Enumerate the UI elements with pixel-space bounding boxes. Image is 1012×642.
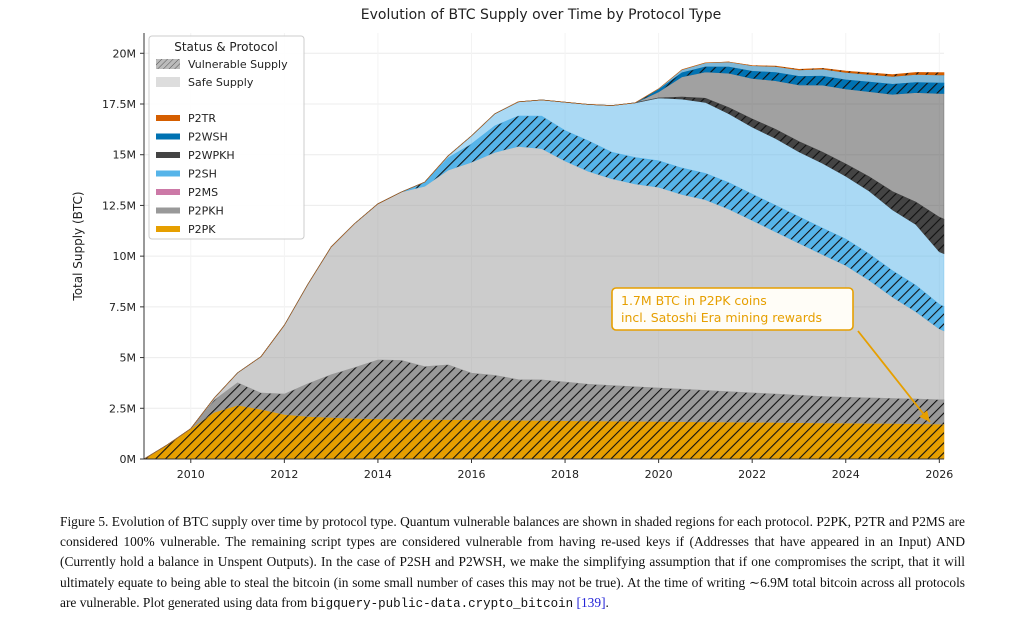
caption-end: . (605, 594, 609, 610)
legend-label-p2ms: P2MS (188, 186, 218, 199)
legend-label-p2pk: P2PK (188, 223, 216, 236)
legend-label-safe: Safe Supply (188, 76, 254, 89)
y-tick-label: 5M (120, 352, 137, 365)
x-tick-label: 2012 (270, 468, 298, 481)
legend-label-p2sh: P2SH (188, 168, 217, 181)
annotation-arrowhead (919, 410, 930, 423)
x-tick-label: 2018 (551, 468, 579, 481)
hatch-p2pkh-vulnerable (144, 360, 944, 459)
legend-swatch-p2tr (156, 115, 180, 121)
y-tick-label: 0M (120, 453, 137, 466)
legend-box (148, 35, 305, 240)
legend-label-vulnerable: Vulnerable Supply (188, 58, 288, 71)
y-tick-label: 20M (113, 47, 137, 60)
legend-swatch-p2pkh (156, 207, 180, 214)
supply-chart: Evolution of BTC Supply over Time by Pro… (71, 7, 953, 481)
y-axis-label: Total Supply (BTC) (71, 191, 85, 301)
chart-title: Evolution of BTC Supply over Time by Pro… (361, 7, 721, 23)
legend-swatch-p2wpkh (156, 152, 180, 158)
legend-label-p2wpkh: P2WPKH (188, 149, 235, 162)
annotation-arrow (857, 330, 931, 423)
hatch-p2sh-vulnerable (144, 116, 944, 459)
x-tick-label: 2010 (177, 468, 205, 481)
caption-dataset: bigquery-public-data.crypto_bitcoin (310, 596, 574, 611)
legend-swatch-p2ms (156, 189, 180, 195)
x-tick-label: 2014 (364, 468, 392, 481)
legend-swatch-p2pk (156, 226, 180, 232)
x-tick-label: 2016 (457, 468, 485, 481)
legend-label-p2wsh: P2WSH (188, 131, 228, 144)
legend-swatch-p2wsh (156, 133, 180, 140)
stacked-areas (142, 61, 945, 460)
legend-swatch-safe (156, 77, 180, 87)
legend: Status & Protocol Vulnerable Supply Safe… (148, 35, 305, 240)
figure-caption: Figure 5. Evolution of BTC supply over t… (60, 512, 965, 614)
legend-protocols: P2TR P2WSH P2WPKH P2SH P2MS P2PKH P2PK (156, 112, 235, 236)
caption-citation[interactable]: [139] (576, 594, 606, 610)
p2pk-annotation: 1.7M BTC in P2PK coins incl. Satoshi Era… (611, 287, 931, 423)
legend-swatch-p2sh (156, 170, 180, 177)
annotation-line-2: incl. Satoshi Era mining rewards (621, 310, 822, 325)
y-tick-label: 10M (113, 250, 137, 263)
x-tick-label: 2026 (925, 468, 953, 481)
annotation-line-1: 1.7M BTC in P2PK coins (621, 293, 767, 308)
y-tick-label: 7.5M (109, 301, 136, 314)
annotation-box (611, 287, 854, 331)
y-tick-label: 17.5M (102, 98, 136, 111)
y-tick-label: 15M (113, 149, 137, 162)
y-axis: 0M 2.5M 5M 7.5M 10M 12.5M 15M 17.5M 20M (102, 47, 144, 466)
x-tick-label: 2024 (832, 468, 860, 481)
legend-label-p2pkh: P2PKH (188, 205, 224, 218)
legend-label-p2tr: P2TR (188, 112, 216, 125)
hatch-p2pk-vulnerable (144, 405, 944, 459)
y-tick-label: 12.5M (102, 199, 136, 212)
x-tick-label: 2020 (645, 468, 673, 481)
y-tick-label: 2.5M (109, 402, 136, 415)
legend-swatch-vulnerable-hatch (156, 59, 180, 69)
x-tick-label: 2022 (738, 468, 766, 481)
x-axis: 2010 2012 2014 2016 2018 2020 2022 2024 2026 (177, 459, 953, 481)
caption-text: Figure 5. Evolution of BTC supply over t… (60, 514, 965, 610)
legend-title: Status & Protocol (174, 40, 278, 54)
